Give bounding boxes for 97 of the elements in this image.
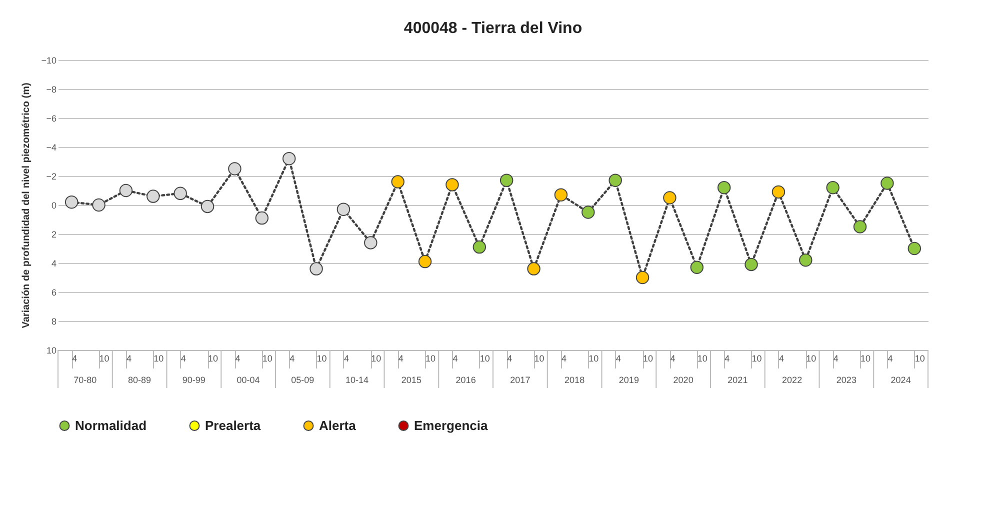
x-tick-label: 4	[888, 354, 893, 364]
x-tick-label: 4	[561, 354, 566, 364]
x-tick-label: 10	[914, 354, 925, 364]
text: 2023	[836, 375, 856, 385]
x-tick-label: 4	[235, 354, 240, 364]
x-tick-label: 10	[752, 354, 762, 364]
point	[418, 254, 432, 268]
point	[554, 188, 568, 202]
x-tick-label: 4	[126, 354, 132, 364]
point	[527, 262, 540, 276]
x-tick-label: 4	[670, 354, 676, 364]
point	[64, 195, 78, 209]
point	[146, 190, 160, 203]
x-tick-label: 10	[697, 354, 708, 364]
x-tick-label: 10	[371, 354, 382, 364]
point	[446, 178, 459, 192]
x-tick-label: 4	[180, 354, 186, 364]
point	[663, 191, 676, 204]
chart-title: 400048 - Tierra del Vino	[404, 20, 582, 37]
text: 70-80	[74, 375, 97, 385]
y-tick-label: −6	[46, 114, 56, 124]
y-tick-label: −4	[46, 142, 56, 152]
text: 2019	[618, 375, 639, 385]
x-tick-label: 10	[262, 354, 272, 364]
point	[744, 258, 758, 272]
y-tick-label: −8	[46, 84, 56, 94]
text: 80-89	[128, 375, 152, 385]
point	[908, 242, 922, 256]
point	[500, 174, 514, 187]
x-tick-label: 10	[806, 354, 816, 364]
x-tick-label: 10	[426, 354, 436, 364]
text: 2020	[673, 375, 694, 385]
x-tick-label: 10	[99, 354, 110, 364]
x-tick-label: 10	[860, 354, 871, 364]
point	[799, 253, 812, 267]
text: 2022	[782, 375, 802, 385]
text: 2024	[890, 375, 911, 385]
legend-label: Normalidad	[75, 418, 147, 433]
x-tick-label: 10	[154, 354, 164, 364]
x-tick-label: 10	[588, 354, 599, 364]
legend-label: Alerta	[319, 418, 357, 433]
y-tick-label: −10	[41, 56, 56, 66]
x-tick-label: 4	[724, 354, 730, 364]
point	[608, 174, 622, 187]
text: 2016	[456, 375, 476, 385]
point	[880, 176, 894, 190]
y-tick-label: −2	[46, 172, 56, 182]
point	[119, 184, 133, 198]
text: 00-04	[236, 375, 260, 385]
point	[200, 200, 214, 214]
text: 2018	[564, 375, 585, 385]
point	[310, 262, 323, 276]
x-tick-label: 4	[616, 354, 621, 364]
x-tick-label: 10	[480, 354, 490, 364]
point	[364, 236, 378, 250]
x-tick-label: 4	[398, 354, 404, 364]
point	[472, 240, 486, 254]
x-tick-label: 4	[778, 354, 784, 364]
text: 05-09	[291, 375, 314, 385]
x-tick-label: 10	[643, 354, 654, 364]
text: 90-99	[182, 375, 206, 385]
point	[853, 220, 867, 234]
x-tick-label: 4	[72, 354, 78, 364]
point	[255, 211, 269, 225]
y-tick-label: 4	[51, 258, 56, 268]
x-tick-label: 4	[344, 354, 349, 364]
legend-label: Emergencia	[414, 418, 488, 433]
y-axis-title: Variación de profundidad del nivel piezométrico (m)	[21, 82, 32, 328]
legend-label: Prealerta	[205, 418, 262, 433]
x-tick-label: 4	[452, 354, 458, 364]
x-tick-label: 10	[534, 354, 544, 364]
x-tick-label: 4	[507, 354, 512, 364]
point	[690, 260, 704, 274]
point	[174, 186, 187, 200]
y-tick-label: 10	[46, 346, 56, 356]
point	[391, 175, 404, 188]
point	[228, 162, 242, 176]
point	[772, 185, 786, 199]
y-tick-label: 0	[51, 200, 56, 210]
y-tick-label: 8	[51, 316, 56, 326]
point	[636, 270, 650, 284]
text: 2015	[401, 375, 422, 385]
point	[336, 202, 350, 216]
point	[282, 152, 296, 166]
x-tick-label: 10	[316, 354, 327, 364]
point	[826, 180, 840, 194]
text: 10-14	[346, 375, 369, 385]
text: 2017	[510, 375, 530, 385]
point	[582, 206, 595, 219]
point	[92, 198, 106, 212]
point	[717, 180, 731, 194]
text: 2021	[728, 375, 748, 385]
y-tick-label: 6	[51, 288, 56, 298]
x-tick-label: 10	[208, 354, 218, 364]
y-tick-label: 2	[51, 230, 56, 240]
x-tick-label: 4	[833, 354, 838, 364]
x-tick-label: 4	[290, 354, 295, 364]
